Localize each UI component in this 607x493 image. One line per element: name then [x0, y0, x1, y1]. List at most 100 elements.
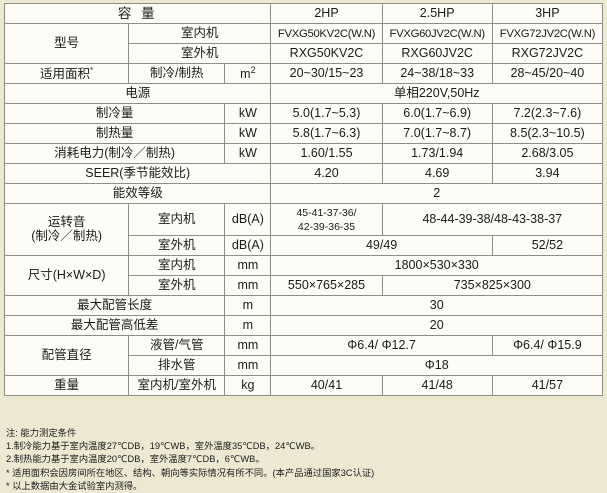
table-row-pipe-diameter-drain: 排水管 mm Φ18	[5, 354, 603, 376]
power-supply-label: 电源	[3, 83, 272, 104]
capacity-2-5hp: 2.5HP	[381, 3, 493, 24]
noise-indoor-unit: dB(A)	[224, 203, 272, 236]
max-pipe-height-label: 最大配管高低差	[3, 314, 226, 336]
outdoor-model-2-5hp: RXG60JV2C	[381, 43, 493, 64]
cooling-capacity-value-2hp: 5.0(1.7~5.3)	[270, 103, 383, 124]
weight-sublabel: 室内机/室外机	[128, 374, 226, 396]
pipe-diameter-liquid-gas-value-2: Φ6.4/ Φ15.9	[491, 334, 604, 356]
dimensions-outdoor-sublabel: 室外机	[128, 274, 226, 296]
table-row-outdoor-model: 室外机 RXG50KV2C RXG60JV2C RXG72JV2C	[5, 43, 604, 64]
footnote-4: * 以上数据由大金试验室内测得。	[6, 480, 143, 491]
power-input-label: 消耗电力(制冷／制热)	[3, 143, 226, 164]
power-input-value-2hp: 1.60/1.55	[270, 143, 383, 164]
applicable-area-label: 适用面积*	[3, 63, 130, 84]
noise-label-line1: 运转音	[47, 215, 86, 229]
table-row-energy-grade: 能效等级 2	[3, 183, 603, 204]
specification-table: 容 量 2HP 2.5HP 3HP 型号 室内机 FVXG50KV2C(W.N)…	[3, 3, 604, 396]
footnote-title: 注: 能力测定条件	[6, 428, 77, 438]
applicable-area-sublabel: 制冷/制热	[128, 63, 226, 84]
power-input-value-3hp: 2.68/3.05	[491, 143, 604, 164]
table-row-noise-indoor: 运转音 (制冷／制热) 室内机 dB(A) 45-41-37-36/42-39-…	[3, 203, 604, 256]
dimensions-outdoor-unit: mm	[224, 274, 272, 296]
noise-outdoor-sublabel: 室外机	[128, 234, 226, 256]
table-row-max-pipe-height: 最大配管高低差 m 20	[3, 314, 603, 336]
spec-sheet: 容 量 2HP 2.5HP 3HP 型号 室内机 FVXG50KV2C(W.N)…	[0, 3, 607, 491]
noise-indoor-value-2hp: 45-41-37-36/42-39-36-35	[270, 203, 383, 236]
indoor-model-2hp: FVXG50KV2C(W.N)	[270, 23, 383, 44]
table-row-max-pipe-length: 最大配管长度 m 30	[3, 294, 603, 316]
applicable-area-value-3hp: 28~45/20~40	[491, 63, 604, 84]
noise-label: 运转音 (制冷／制热)	[3, 203, 130, 256]
dimensions-indoor-value: 1800×530×330	[270, 254, 603, 276]
heating-capacity-unit: kW	[224, 123, 272, 144]
energy-grade-value: 2	[270, 183, 603, 204]
outdoor-unit-sublabel: 室外机	[128, 43, 272, 64]
table-row-power-supply: 电源 单相220V,50Hz	[3, 83, 603, 104]
heating-capacity-value-2-5hp: 7.0(1.7~8.7)	[381, 123, 493, 144]
footnote-2: 2.制热能力基于室内温度20℃DB，室外温度7℃DB，6℃WB。	[6, 454, 265, 465]
heating-capacity-value-2hp: 5.8(1.7~6.3)	[270, 123, 383, 144]
max-pipe-height-value: 20	[270, 314, 603, 336]
table-row-heating-capacity: 制热量 kW 5.8(1.7~6.3) 7.0(1.7~8.7) 8.5(2.3…	[3, 123, 604, 144]
cooling-capacity-label: 制冷量	[3, 103, 226, 124]
power-input-unit: kW	[224, 143, 272, 164]
table-row-weight: 重量 室内机/室外机 kg 40/41 41/48 41/57	[3, 374, 604, 396]
pipe-diameter-liquid-gas-unit: mm	[224, 334, 272, 356]
dimensions-indoor-sublabel: 室内机	[128, 254, 226, 276]
capacity-header-label: 容 量	[3, 3, 272, 24]
capacity-3hp: 3HP	[491, 3, 604, 24]
max-pipe-length-label: 最大配管长度	[3, 294, 226, 316]
pipe-diameter-liquid-gas-value-1: Φ6.4/ Φ12.7	[270, 334, 493, 356]
model-label: 型号	[3, 23, 130, 64]
dimensions-label: 尺寸(H×W×D)	[3, 254, 130, 296]
outdoor-model-2hp: RXG50KV2C	[270, 43, 383, 64]
noise-indoor-value-merged: 48-44-39-38/48-43-38-37	[381, 203, 604, 236]
seer-value-3hp: 3.94	[491, 163, 604, 184]
pipe-diameter-label: 配管直径	[3, 334, 130, 376]
table-row-capacity-header: 容 量 2HP 2.5HP 3HP	[3, 3, 604, 24]
table-row-indoor-model: 型号 室内机 FVXG50KV2C(W.N) FVXG60JV2C(W.N) F…	[3, 23, 604, 64]
noise-indoor-sublabel: 室内机	[128, 203, 226, 236]
table-row-pipe-diameter-liquid-gas: 配管直径 液管/气管 mm Φ6.4/ Φ12.7 Φ6.4/ Φ15.9	[3, 334, 604, 376]
applicable-area-value-2hp: 20~30/15~23	[270, 63, 383, 84]
noise-label-line2: (制冷／制热)	[31, 229, 103, 244]
table-row-applicable-area: 适用面积* 制冷/制热 m2 20~30/15~23 24~38/18~33 2…	[3, 63, 604, 84]
applicable-area-value-2-5hp: 24~38/18~33	[381, 63, 493, 84]
power-supply-value: 单相220V,50Hz	[270, 83, 603, 104]
weight-value-3hp: 41/57	[491, 374, 604, 396]
noise-outdoor-value-2: 52/52	[491, 234, 604, 256]
table-row-dimensions-indoor: 尺寸(H×W×D) 室内机 mm 1800×530×330	[3, 254, 603, 296]
pipe-diameter-drain-sublabel: 排水管	[128, 354, 226, 376]
max-pipe-length-unit: m	[224, 294, 272, 316]
cooling-capacity-value-3hp: 7.2(2.3~7.6)	[491, 103, 604, 124]
seer-label: SEER(季节能效比)	[3, 163, 272, 184]
indoor-model-3hp: FVXG72JV2C(W.N)	[491, 23, 604, 44]
table-row-power-input: 消耗电力(制冷／制热) kW 1.60/1.55 1.73/1.94 2.68/…	[3, 143, 604, 164]
indoor-model-2-5hp: FVXG60JV2C(W.N)	[381, 23, 493, 44]
noise-outdoor-unit: dB(A)	[224, 234, 272, 256]
weight-unit: kg	[224, 374, 272, 396]
footnote-1: 1.制冷能力基于室内温度27℃DB，19℃WB，室外温度35℃DB，24℃WB。	[6, 441, 321, 452]
power-input-value-2-5hp: 1.73/1.94	[381, 143, 493, 164]
footnote-3: * 适用面积会因房间所在地区、结构、朝向等实际情况有所不同。(本产品通过国家3C…	[6, 467, 375, 478]
table-row-seer: SEER(季节能效比) 4.20 4.69 3.94	[3, 163, 604, 184]
pipe-diameter-liquid-gas-sublabel: 液管/气管	[128, 334, 226, 356]
outdoor-model-3hp: RXG72JV2C	[491, 43, 604, 64]
footnotes: 注: 能力测定条件 1.制冷能力基于室内温度27℃DB，19℃WB，室外温度35…	[6, 427, 601, 493]
weight-value-2hp: 40/41	[270, 374, 383, 396]
dimensions-outdoor-value-2: 735×825×300	[381, 274, 604, 296]
weight-value-2-5hp: 41/48	[381, 374, 493, 396]
dimensions-outdoor-value-1: 550×765×285	[270, 274, 383, 296]
applicable-area-unit: m2	[224, 63, 272, 84]
heating-capacity-label: 制热量	[3, 123, 226, 144]
heating-capacity-value-3hp: 8.5(2.3~10.5)	[491, 123, 604, 144]
indoor-unit-sublabel: 室内机	[128, 23, 272, 44]
pipe-diameter-drain-value: Φ18	[270, 354, 603, 376]
table-row-cooling-capacity: 制冷量 kW 5.0(1.7~5.3) 6.0(1.7~6.9) 7.2(2.3…	[3, 103, 604, 124]
max-pipe-height-unit: m	[224, 314, 272, 336]
pipe-diameter-drain-unit: mm	[224, 354, 272, 376]
cooling-capacity-value-2-5hp: 6.0(1.7~6.9)	[381, 103, 493, 124]
seer-value-2hp: 4.20	[270, 163, 383, 184]
table-row-dimensions-outdoor: 室外机 mm 550×765×285 735×825×300	[5, 274, 604, 296]
seer-value-2-5hp: 4.69	[381, 163, 493, 184]
